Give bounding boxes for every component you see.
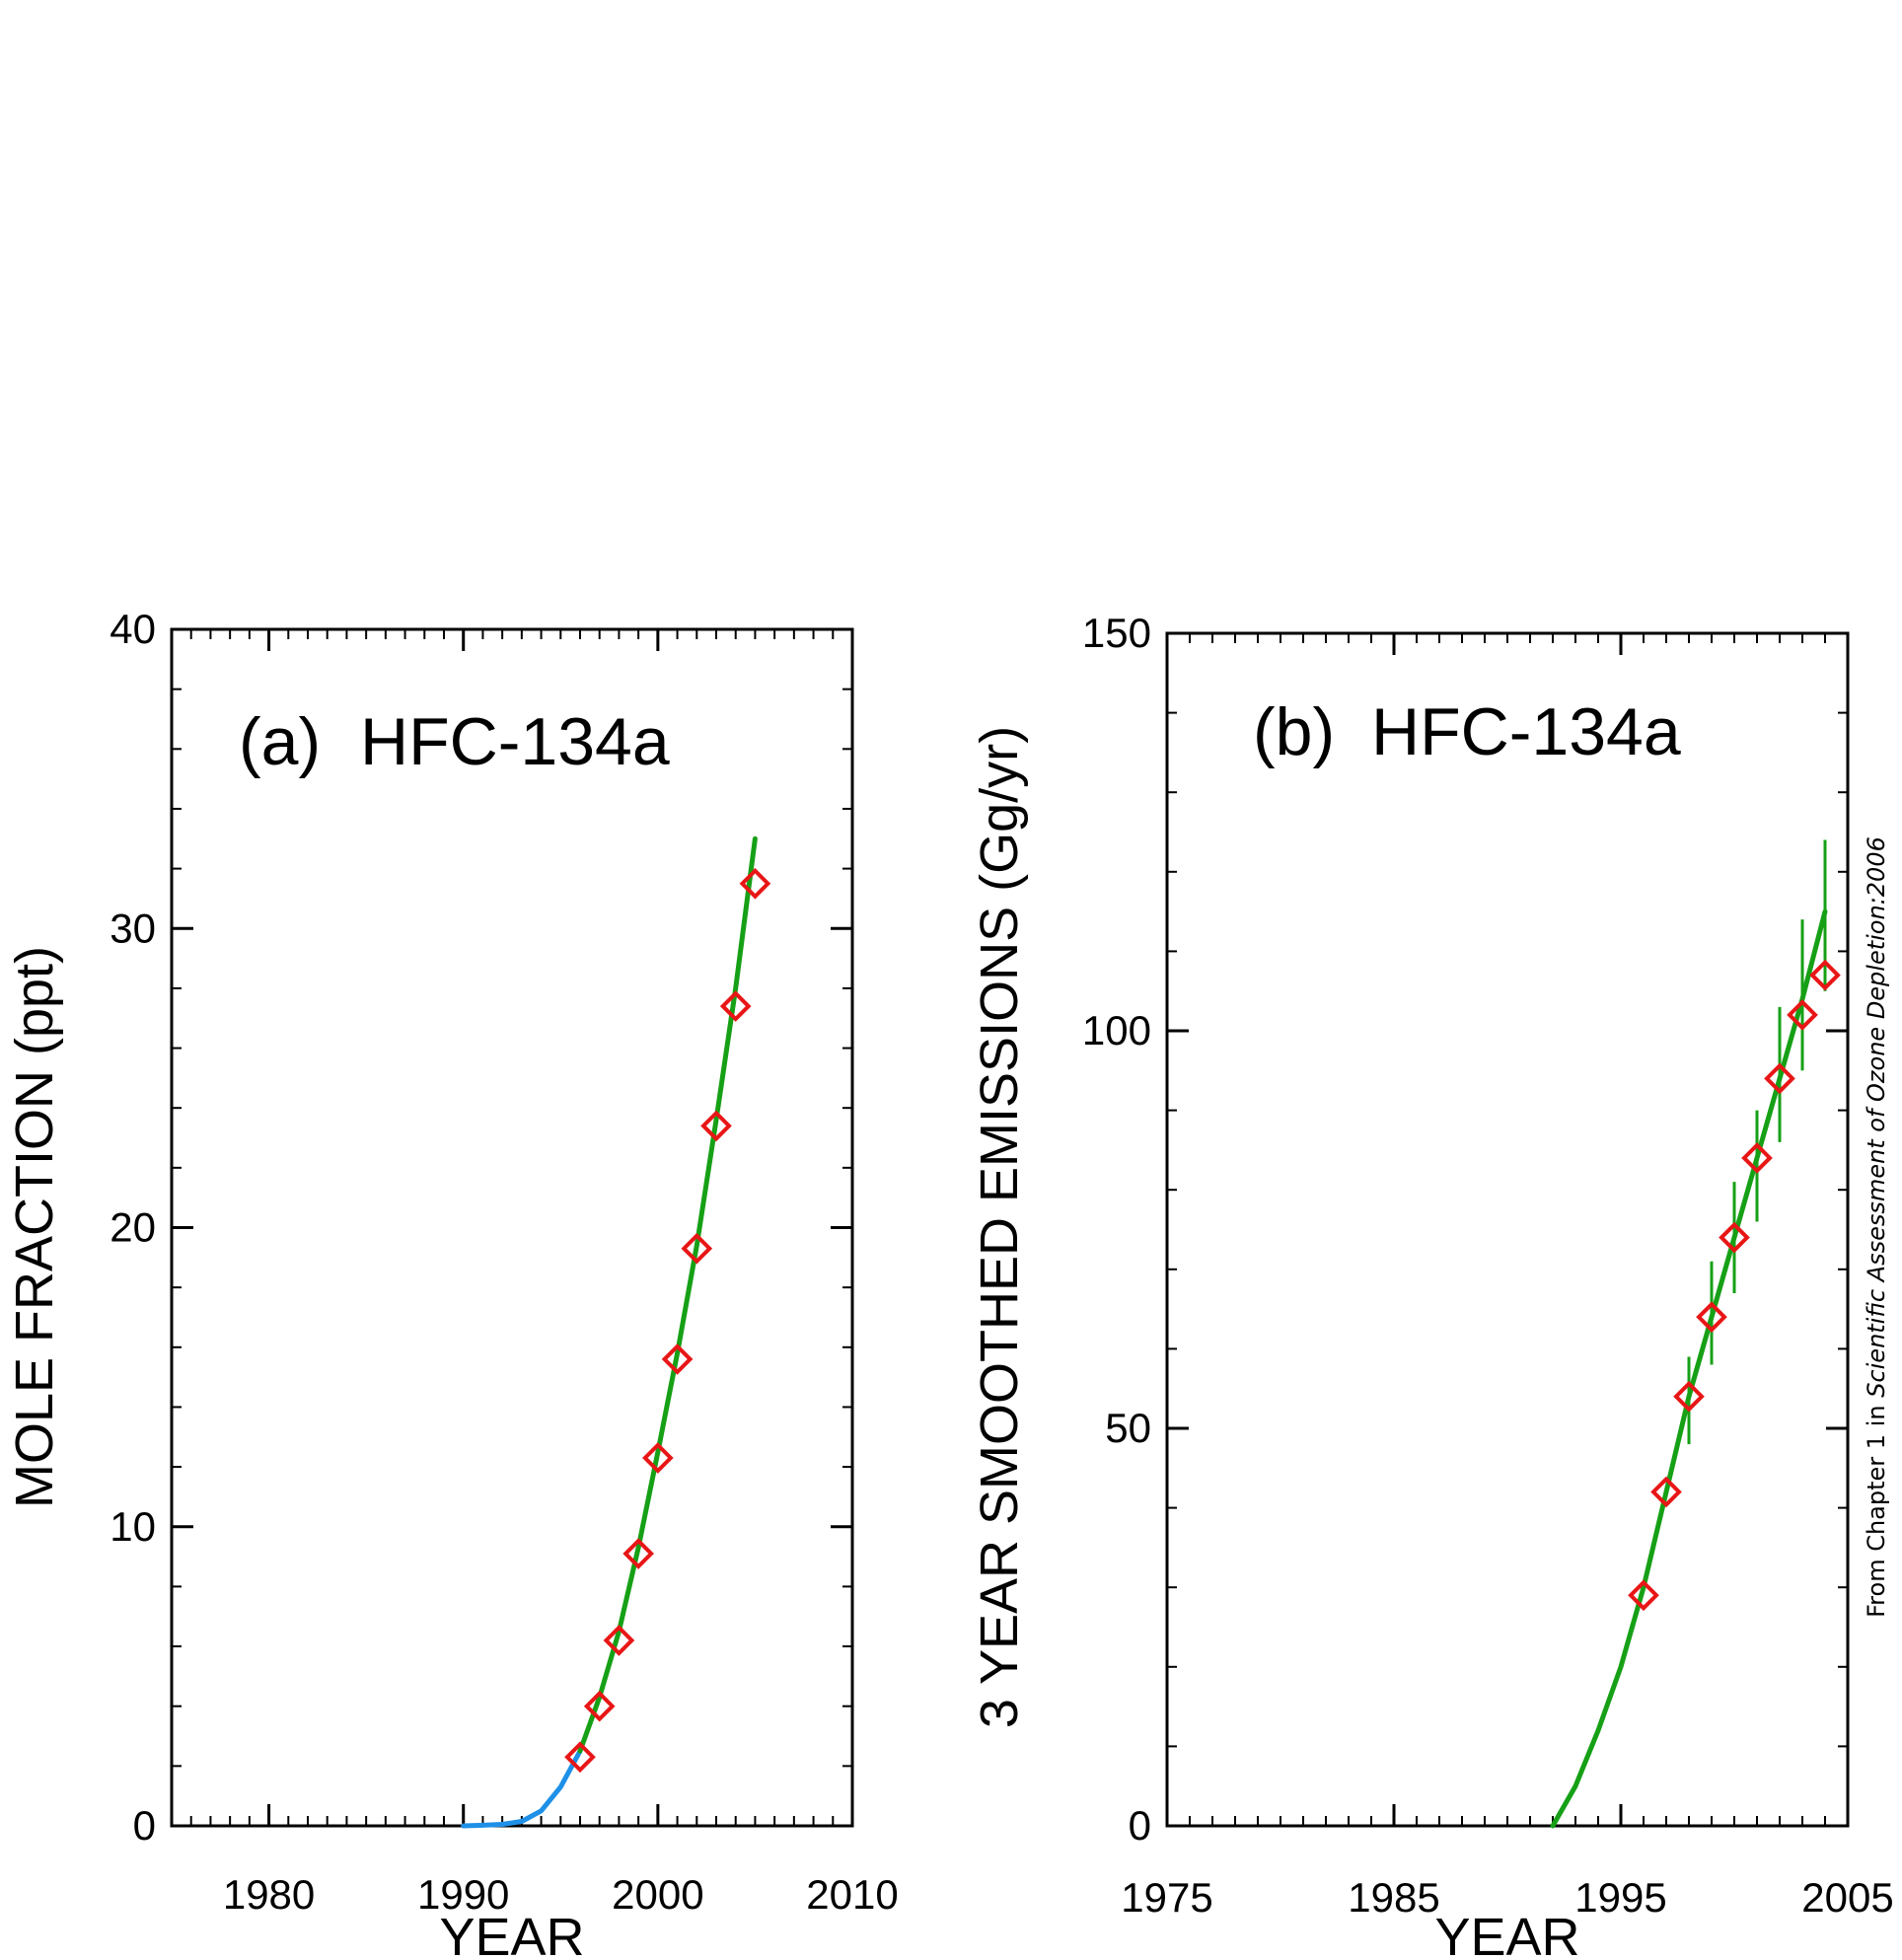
panel-b-markers xyxy=(1628,959,1841,1612)
x-tick-label: 2010 xyxy=(806,1871,898,1918)
panel-b-axis-ticks: 1975 1985 1995 2005 0 50 100 150 xyxy=(1082,610,1894,1921)
y-tick-label: 0 xyxy=(1129,1802,1151,1849)
y-tick-label: 40 xyxy=(110,606,156,652)
data-point-marker xyxy=(1741,1142,1773,1174)
fit-series-line xyxy=(577,835,758,1754)
data-point-marker xyxy=(1787,999,1818,1031)
panel-b-label: (b) xyxy=(1253,694,1335,769)
panel-a-y-axis-title: MOLE FRACTION (ppt) xyxy=(5,946,64,1508)
panel-a-series xyxy=(461,835,758,1829)
y-tick-label: 100 xyxy=(1082,1007,1151,1053)
early-series-line xyxy=(461,1748,583,1829)
y-tick-label: 150 xyxy=(1082,610,1151,656)
data-point-marker xyxy=(622,1538,654,1569)
plot-b-frame xyxy=(1165,631,1850,1828)
panel-b-y-axis-title: 3 YEAR SMOOTHED EMISSIONS (Gg/yr) xyxy=(970,726,1029,1728)
data-point-marker xyxy=(1764,1062,1795,1095)
x-tick-label: 1980 xyxy=(223,1871,315,1918)
x-tick-label: 1985 xyxy=(1348,1874,1439,1921)
data-point-marker xyxy=(1628,1579,1659,1612)
panel-a-label: (a) xyxy=(239,704,321,779)
source-note: From Chapter 1 in Scientific Assessment … xyxy=(1863,836,1890,1618)
panel-a-title: HFC-134a xyxy=(360,704,670,779)
data-point-marker xyxy=(603,1625,635,1656)
y-tick-label: 30 xyxy=(110,905,156,951)
data-point-marker xyxy=(1696,1301,1727,1333)
panel-a-markers xyxy=(564,867,771,1774)
x-tick-label: 2000 xyxy=(612,1871,703,1918)
panel-a-axis-ticks: 1980 1990 2000 2010 0 10 20 30 40 xyxy=(110,606,898,1918)
data-point-marker xyxy=(1719,1221,1750,1254)
data-point-marker xyxy=(700,1110,732,1142)
x-tick-label: 1995 xyxy=(1574,1874,1666,1921)
data-point-marker xyxy=(739,867,771,900)
x-tick-label: 2005 xyxy=(1801,1874,1893,1921)
data-point-marker xyxy=(1650,1476,1682,1508)
data-point-marker xyxy=(564,1741,596,1774)
y-tick-label: 0 xyxy=(133,1802,156,1849)
data-point-marker xyxy=(661,1343,694,1375)
source-note-italic: Scientific Assessment of Ozone Depletion… xyxy=(1863,836,1890,1398)
panel-b-title: HFC-134a xyxy=(1371,694,1681,769)
source-note-prefix: From Chapter 1 in xyxy=(1863,1398,1890,1618)
plot-a-frame xyxy=(170,627,854,1828)
panel-b-x-axis-title: YEAR xyxy=(1434,1908,1579,1960)
panel-a-x-axis-title: YEAR xyxy=(439,1908,584,1960)
x-tick-label: 1975 xyxy=(1121,1874,1212,1921)
y-tick-label: 20 xyxy=(110,1204,156,1251)
y-tick-label: 50 xyxy=(1105,1405,1151,1451)
data-point-marker xyxy=(719,990,752,1022)
data-point-marker xyxy=(642,1442,674,1474)
data-point-marker xyxy=(1673,1380,1705,1413)
panel-a: 1980 1990 2000 2010 0 10 20 30 40 (a) HFC-134a Y… xyxy=(5,606,899,1960)
data-point-marker xyxy=(583,1690,616,1722)
data-point-marker xyxy=(1809,959,1841,991)
panel-b-series xyxy=(1550,839,1828,1829)
data-point-marker xyxy=(681,1232,713,1265)
y-tick-label: 10 xyxy=(110,1503,156,1550)
x-tick-label: 1990 xyxy=(417,1871,509,1918)
panel-b: 1975 1985 1995 2005 0 50 100 150 (b) HFC-134a Y… xyxy=(970,610,1894,1960)
